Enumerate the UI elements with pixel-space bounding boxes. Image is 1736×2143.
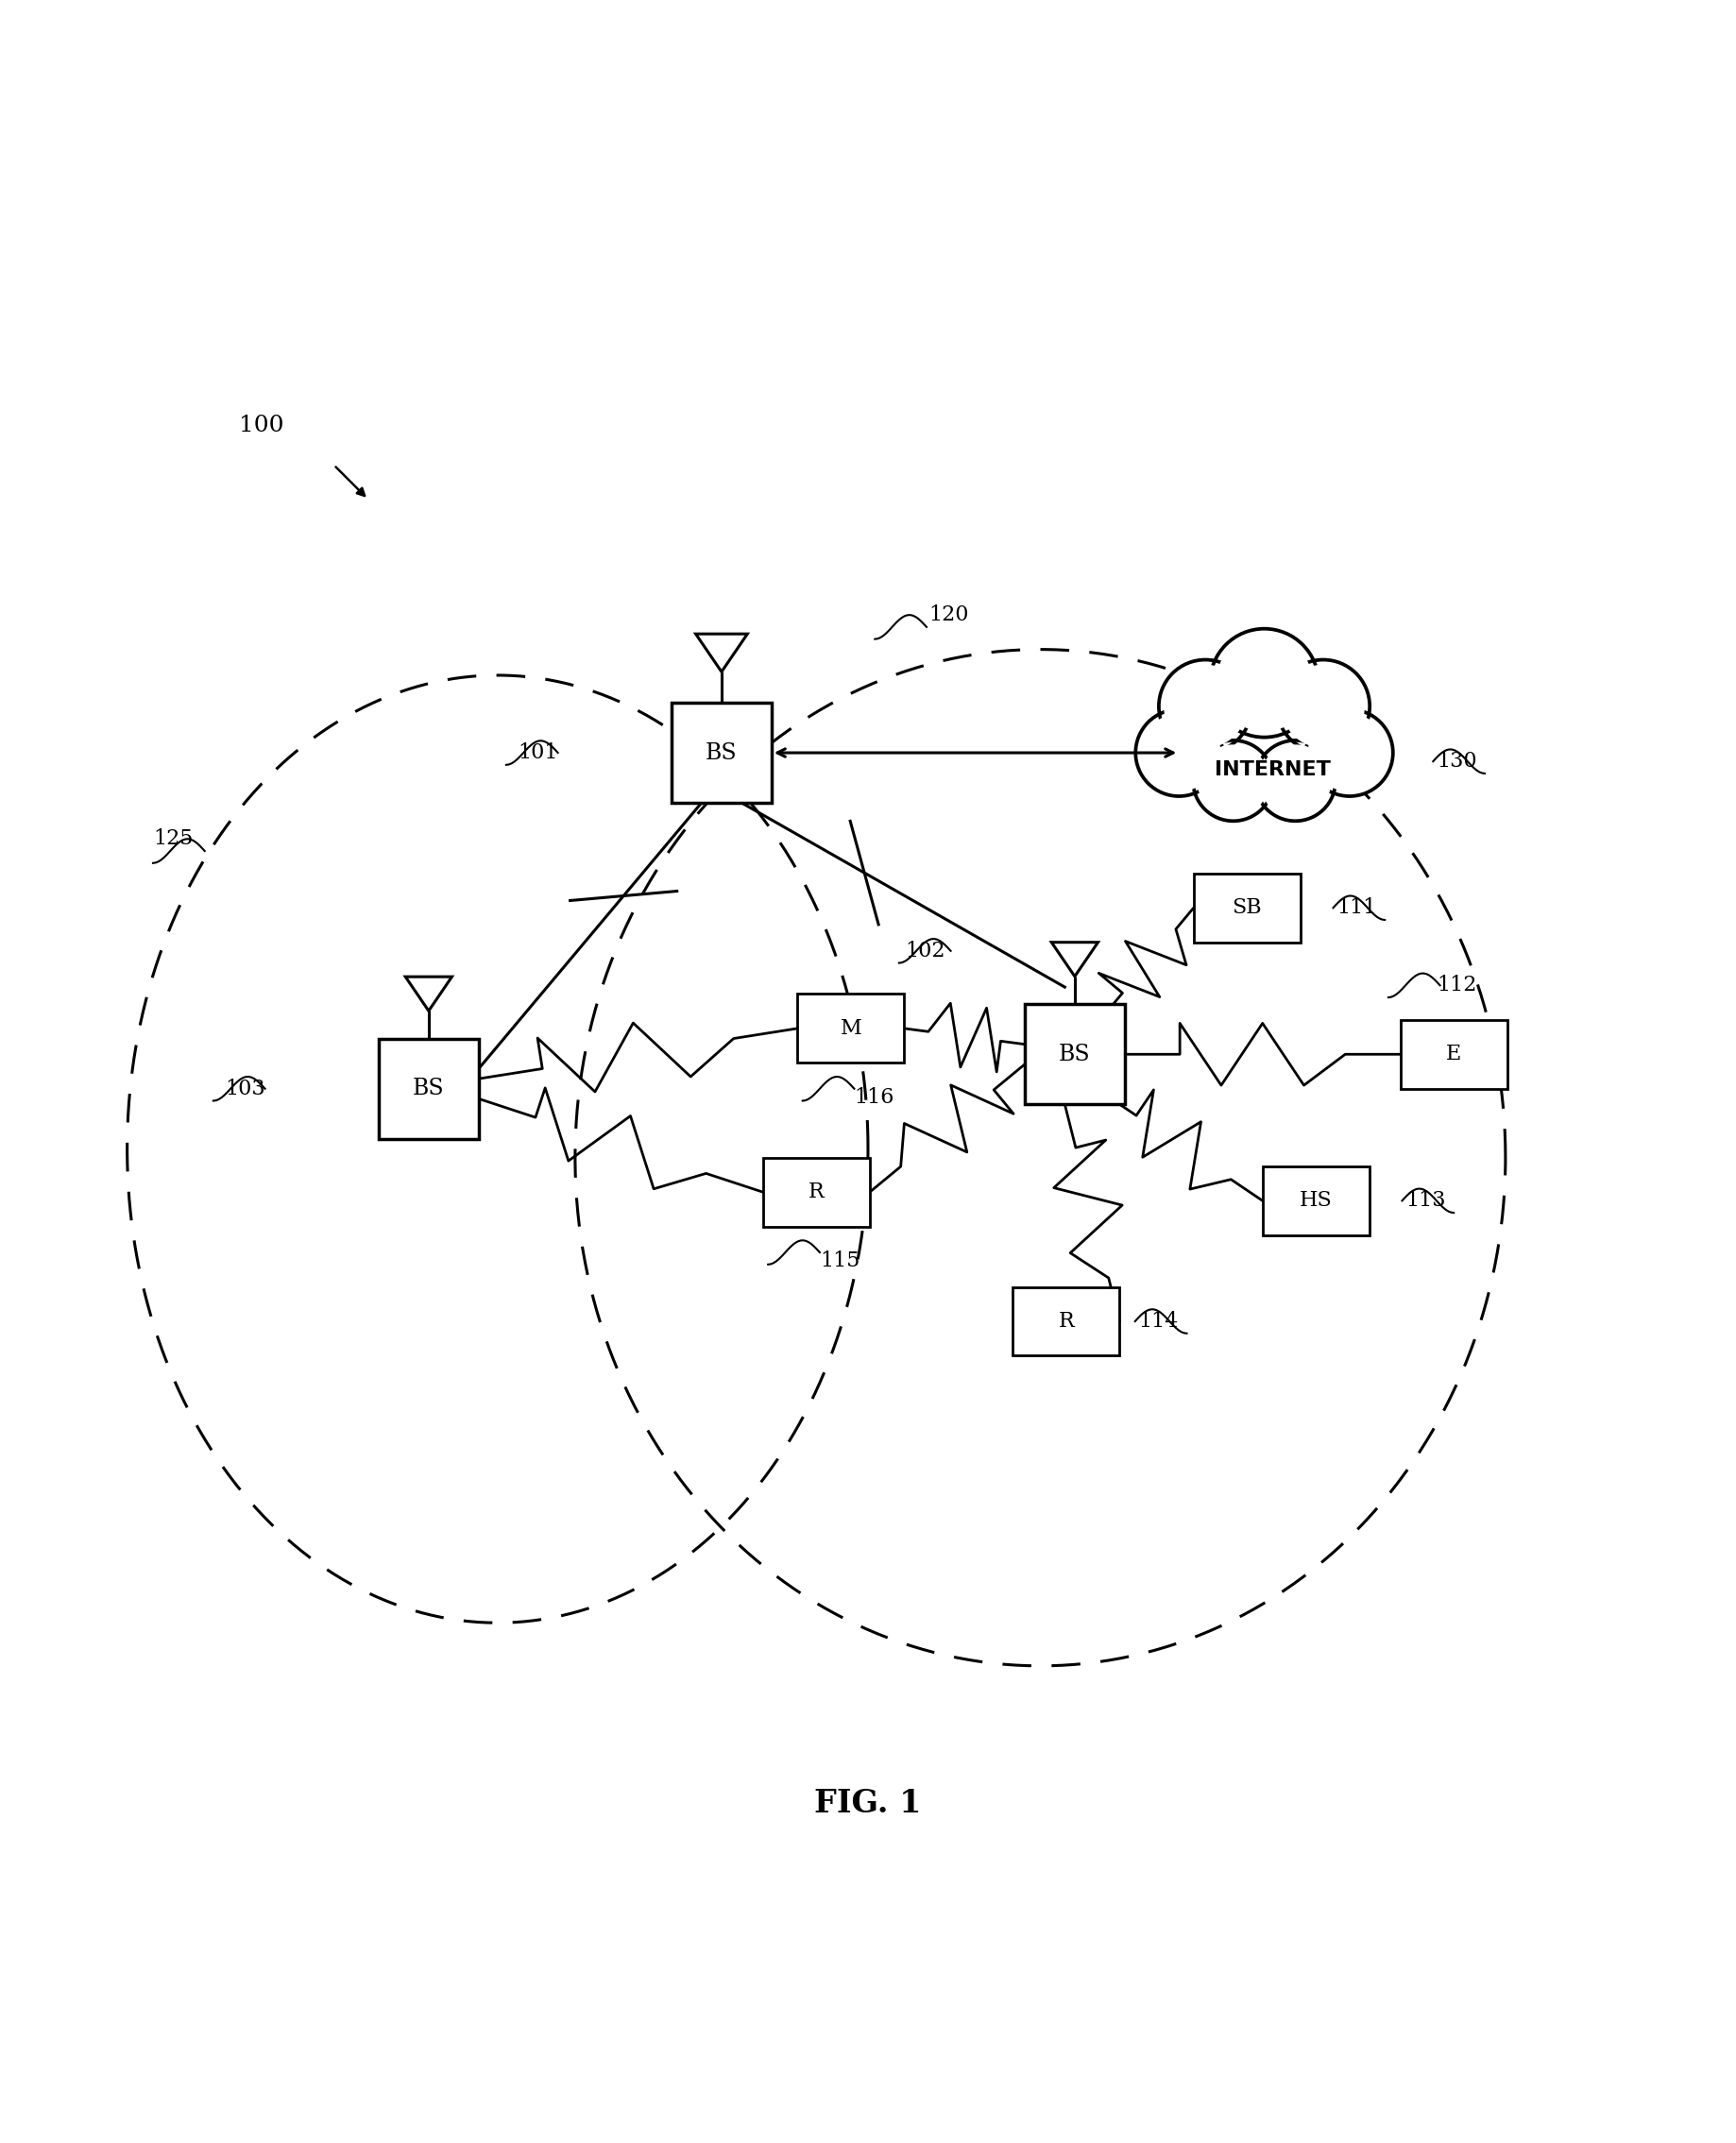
Text: 114: 114 [1139,1312,1179,1331]
FancyBboxPatch shape [378,1039,479,1138]
FancyBboxPatch shape [797,994,904,1063]
Text: BS: BS [413,1078,444,1099]
FancyBboxPatch shape [1194,874,1300,943]
Circle shape [1276,660,1370,752]
Circle shape [1135,709,1222,797]
Text: 130: 130 [1437,750,1477,771]
FancyBboxPatch shape [762,1157,870,1226]
FancyBboxPatch shape [672,703,771,804]
Circle shape [1311,714,1387,791]
Text: 115: 115 [819,1252,859,1271]
Text: 101: 101 [517,741,557,763]
Text: 120: 120 [929,604,969,626]
FancyBboxPatch shape [1262,1166,1370,1234]
Text: HS: HS [1300,1189,1332,1211]
Circle shape [1255,739,1335,821]
Text: 113: 113 [1406,1189,1446,1211]
Circle shape [1165,664,1246,748]
Text: 125: 125 [153,829,193,849]
Text: 112: 112 [1437,975,1477,996]
Text: 102: 102 [906,941,946,962]
Text: 111: 111 [1337,898,1377,917]
Circle shape [1193,739,1274,821]
Circle shape [1160,660,1252,752]
Text: R: R [809,1181,825,1202]
FancyBboxPatch shape [1401,1020,1507,1089]
FancyBboxPatch shape [1012,1286,1120,1357]
FancyBboxPatch shape [1024,1005,1125,1104]
Text: 103: 103 [224,1078,266,1099]
Text: BS: BS [705,741,738,763]
Circle shape [1305,709,1392,797]
Text: SB: SB [1233,898,1262,917]
Text: FIG. 1: FIG. 1 [814,1787,922,1819]
Circle shape [1198,746,1269,816]
Text: R: R [1059,1312,1075,1331]
Text: INTERNET: INTERNET [1215,761,1332,780]
Circle shape [1283,664,1364,748]
Text: E: E [1446,1044,1462,1065]
Circle shape [1217,634,1312,731]
Circle shape [1260,746,1332,816]
Text: 116: 116 [854,1087,894,1108]
Text: M: M [840,1018,861,1039]
Text: 100: 100 [240,414,285,437]
Circle shape [1141,714,1217,791]
Text: BS: BS [1059,1044,1090,1065]
Circle shape [1210,628,1319,737]
